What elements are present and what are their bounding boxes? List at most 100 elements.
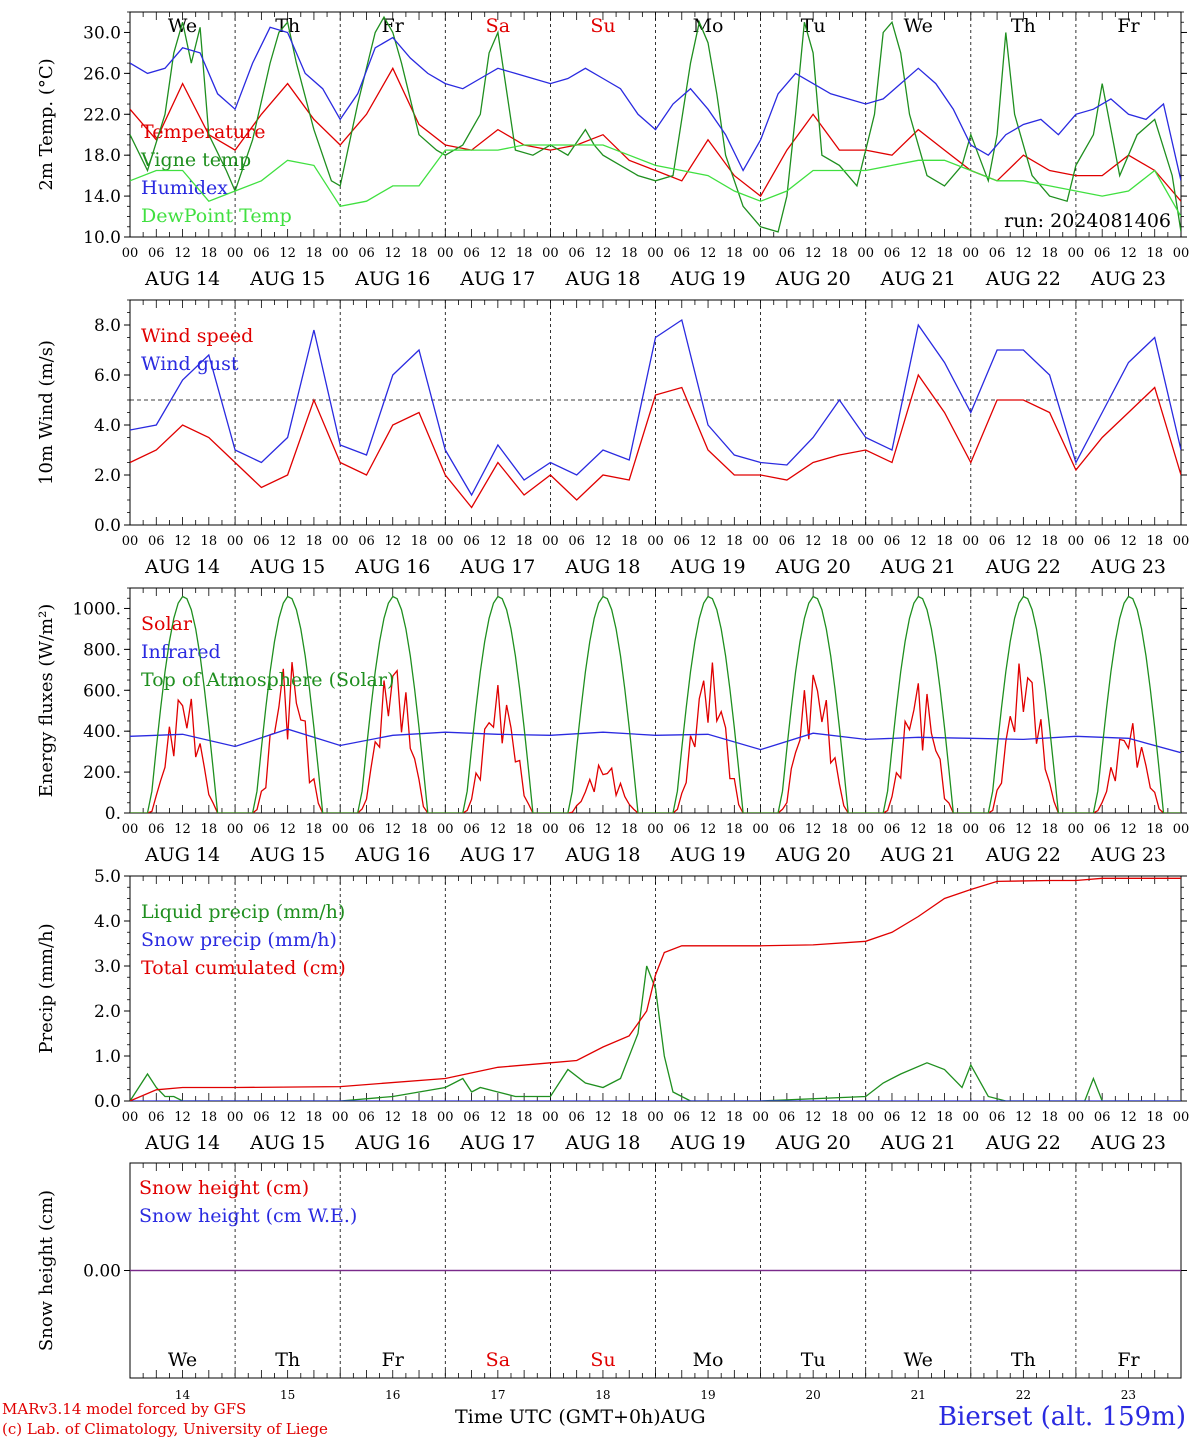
hour-tick-label: 12	[1120, 1110, 1137, 1125]
date-label: AUG 23	[1090, 556, 1166, 578]
hour-tick-label: 12	[490, 534, 507, 549]
hour-tick-label: 18	[936, 1110, 953, 1125]
hour-tick-label: 12	[279, 1110, 296, 1125]
date-label: AUG 18	[564, 1132, 640, 1154]
hour-tick-label: 06	[884, 534, 901, 549]
hour-tick-label: 00	[542, 246, 559, 261]
hour-tick-label: 00	[647, 1110, 664, 1125]
hour-tick-label: 18	[1041, 246, 1058, 261]
hour-tick-label: 00	[122, 246, 139, 261]
hour-tick-label: 00	[963, 534, 980, 549]
day-of-week-label: We	[168, 1349, 197, 1371]
day-number-label: 21	[911, 1388, 926, 1402]
hour-tick-label: 00	[752, 534, 769, 549]
hour-tick-label: 06	[989, 534, 1006, 549]
day-of-week-label: Sa	[486, 15, 510, 37]
y-tick-label: 3.0	[94, 957, 121, 977]
series-line-dewpoint-temp	[130, 144, 1181, 217]
legend-entry: DewPoint Temp	[141, 205, 292, 227]
day-of-week-label: Th	[275, 1349, 300, 1371]
series-line-vigne-temp	[130, 15, 1181, 233]
legend-entry: Temperature	[141, 121, 265, 143]
y-tick-label: 1000.	[72, 599, 121, 619]
hour-tick-label: 06	[148, 1110, 165, 1125]
series-line-solar	[130, 662, 1181, 813]
date-label: AUG 19	[669, 268, 745, 290]
time-axis-label: Time UTC (GMT+0h)	[455, 1406, 661, 1428]
hour-tick-label: 06	[568, 1110, 585, 1125]
hour-tick-label: 00	[1173, 246, 1190, 261]
date-label: AUG 21	[880, 844, 956, 866]
legend-entry: Solar	[141, 613, 193, 635]
hour-tick-label: 06	[884, 246, 901, 261]
y-tick-label: 2.0	[94, 1002, 121, 1022]
hour-tick-label: 18	[1041, 534, 1058, 549]
hour-tick-label: 12	[174, 534, 191, 549]
date-label: AUG 16	[354, 268, 430, 290]
hour-tick-label: 00	[437, 1110, 454, 1125]
y-tick-label: 0.00	[83, 1262, 121, 1282]
hour-tick-label: 06	[253, 246, 270, 261]
hour-tick-label: 12	[805, 822, 822, 837]
legend-entry: Wind gust	[141, 353, 239, 375]
day-of-week-label: Fr	[382, 1349, 405, 1371]
hour-tick-label: 06	[1094, 534, 1111, 549]
date-label: AUG 17	[459, 268, 535, 290]
day-of-week-label: Fr	[1117, 1349, 1140, 1371]
date-label: AUG 14	[144, 1132, 220, 1154]
hour-tick-label: 18	[936, 822, 953, 837]
date-label: AUG 16	[354, 1132, 430, 1154]
hour-tick-label: 00	[437, 822, 454, 837]
hour-tick-label: 00	[227, 1110, 244, 1125]
legend-entry: Snow height (cm)	[139, 1177, 309, 1199]
y-tick-label: 10.0	[83, 228, 121, 248]
hour-tick-label: 12	[1120, 246, 1137, 261]
hour-tick-label: 18	[516, 1110, 533, 1125]
panel-4: 0.0 1.0 2.0 3.0 4.0 5.0 Precip (mm/h) 00 06 12 18 A…	[36, 867, 1189, 1154]
hour-tick-label: 00	[332, 246, 349, 261]
hour-tick-label: 18	[201, 246, 218, 261]
hour-tick-label: 18	[726, 822, 743, 837]
y-tick-label: 6.0	[94, 366, 121, 386]
hour-tick-label: 00	[227, 534, 244, 549]
y-axis-label: Energy fluxes (W/m²)	[36, 604, 57, 798]
hour-tick-label: 18	[306, 246, 323, 261]
hour-tick-label: 18	[1041, 822, 1058, 837]
hour-tick-label: 00	[122, 822, 139, 837]
legend-entry: Humidex	[141, 177, 228, 199]
hour-tick-label: 18	[1041, 1110, 1058, 1125]
date-label: AUG 14	[144, 556, 220, 578]
date-label: AUG 17	[459, 556, 535, 578]
hour-tick-label: 18	[621, 246, 638, 261]
plot-frame	[129, 587, 1182, 814]
hour-tick-label: 12	[279, 534, 296, 549]
hour-tick-label: 06	[779, 534, 796, 549]
model-credit: MARv3.14 model forced by GFS	[2, 1400, 247, 1418]
hour-tick-label: 00	[542, 822, 559, 837]
hour-tick-label: 12	[910, 534, 927, 549]
y-tick-label: 0.0	[94, 1092, 121, 1112]
hour-tick-label: 06	[358, 1110, 375, 1125]
hour-tick-label: 12	[384, 534, 401, 549]
hour-tick-label: 00	[1173, 1110, 1190, 1125]
hour-tick-label: 18	[831, 246, 848, 261]
day-of-week-label: Th	[275, 15, 300, 37]
series-line-infrared	[130, 728, 1181, 754]
day-number-label: 15	[280, 1388, 295, 1402]
day-of-week-label: Su	[590, 15, 615, 37]
date-label: AUG 22	[985, 844, 1061, 866]
hour-tick-label: 00	[752, 1110, 769, 1125]
hour-tick-label: 06	[358, 534, 375, 549]
panel-5: 0.00 Snow height (cm) We 14 Th 15 Fr 16 Sa 17 Su 18…	[36, 1162, 1187, 1402]
hour-tick-label: 12	[700, 1110, 717, 1125]
hour-tick-label: 18	[936, 246, 953, 261]
hour-tick-label: 18	[1146, 534, 1163, 549]
date-label: AUG 15	[249, 1132, 325, 1154]
hour-tick-label: 00	[1173, 534, 1190, 549]
y-tick-label: 22.0	[83, 105, 121, 125]
hour-tick-label: 12	[595, 534, 612, 549]
date-label: AUG 17	[459, 844, 535, 866]
day-number-label: 19	[700, 1388, 715, 1402]
legend-entry: Wind speed	[141, 325, 253, 347]
